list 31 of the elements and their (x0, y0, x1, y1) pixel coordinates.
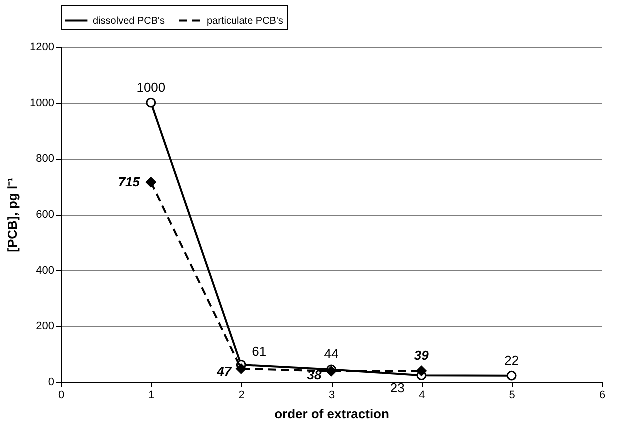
y-axis-title: [PCB], pg l⁻¹ (5, 178, 20, 252)
y-tick-label: 800 (36, 153, 54, 166)
data-label: 22 (504, 352, 520, 368)
x-axis-title: order of extraction (274, 406, 390, 422)
x-tick-label: 6 (599, 390, 606, 402)
y-tick-label: 200 (36, 320, 54, 333)
data-label: 39 (414, 348, 430, 364)
y-tick-label: 400 (36, 264, 54, 277)
data-label: 1000 (136, 80, 166, 95)
y-tick-label: 1200 (30, 42, 54, 54)
x-tick-label: 3 (328, 390, 336, 402)
point (236, 364, 247, 374)
point (506, 370, 517, 381)
data-label: 44 (324, 346, 339, 362)
data-label: 61 (252, 344, 267, 359)
data-label: 715 (118, 174, 141, 190)
x-tick-label: 0 (58, 390, 65, 402)
x-tick-label: 2 (238, 390, 245, 402)
x-tick-label: 5 (509, 390, 516, 402)
data-label: 47 (216, 364, 232, 379)
legend-label: dissolved PCB's (93, 16, 165, 27)
point (416, 366, 427, 376)
point (146, 177, 156, 188)
x-tick-label: 1 (148, 390, 155, 402)
legend-label: particulate PCB's (207, 16, 284, 27)
y-tick-label: 0 (48, 376, 54, 388)
point (146, 98, 156, 108)
y-tick-label: 1000 (30, 97, 54, 110)
x-tick-label: 4 (419, 390, 426, 402)
y-tick-label: 600 (36, 209, 54, 221)
data-label: 23 (390, 380, 405, 396)
